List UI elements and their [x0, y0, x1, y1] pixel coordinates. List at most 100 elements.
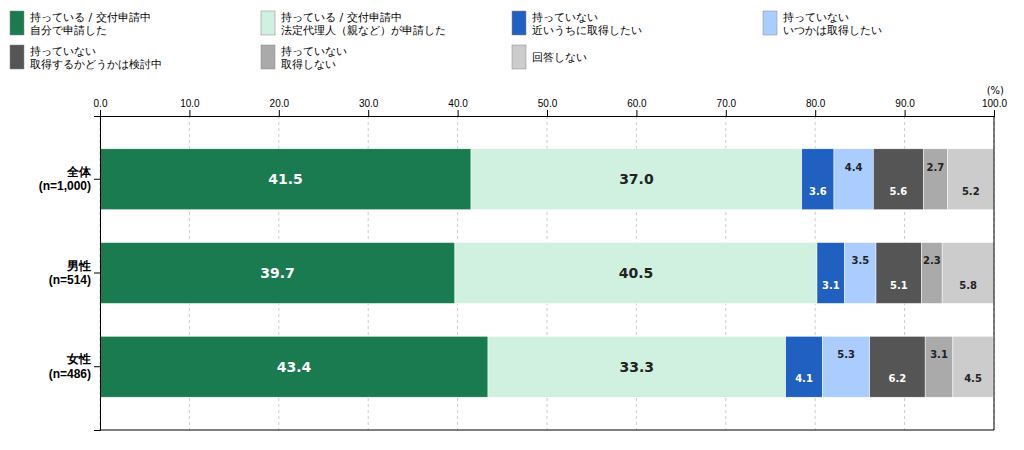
tick: 全体(n=1,000) — [39, 165, 100, 193]
bar — [923, 149, 947, 210]
data-label: 4.5 — [964, 373, 982, 384]
data-label: 4.1 — [795, 373, 813, 384]
data-label: 5.2 — [962, 186, 980, 197]
tick-label: 女性(n=486) — [49, 352, 91, 380]
data-label: 3.6 — [809, 186, 827, 197]
tick-mark — [368, 110, 369, 116]
data-label: 39.7 — [260, 265, 295, 281]
tick-label: 10.0 — [180, 98, 200, 109]
legend-item: 持っていない取得するかどうかは検討中 — [10, 45, 162, 71]
data-label: 3.1 — [930, 349, 948, 360]
legend-swatch — [763, 11, 777, 35]
tick: 90.0 — [895, 98, 915, 116]
tick-label: 全体(n=1,000) — [39, 165, 92, 193]
frame — [994, 116, 995, 430]
tick-mark — [815, 110, 816, 116]
legend-item: 持っている / 交付申請中法定代理人（親など）が申請した — [261, 11, 446, 37]
bar — [822, 336, 869, 397]
legend-swatch — [512, 11, 526, 35]
data-labels: 41.539.743.437.040.533.33.63.14.14.43.55… — [260, 162, 982, 385]
tick-label: 50.0 — [538, 98, 558, 109]
tick: 男性(n=514) — [49, 259, 100, 287]
bar — [834, 149, 873, 210]
tick-label: 90.0 — [895, 98, 915, 109]
data-label: 5.1 — [890, 280, 908, 291]
tick: 20.0 — [270, 98, 290, 116]
tick: 30.0 — [359, 98, 379, 116]
tick-label: 30.0 — [359, 98, 379, 109]
tick: 50.0 — [538, 98, 558, 116]
legend-item: 回答しない — [512, 45, 587, 69]
tick-mark — [189, 110, 190, 116]
tick-label: 40.0 — [448, 98, 468, 109]
tick: 0.0 — [94, 98, 108, 116]
data-label: 5.6 — [889, 186, 907, 197]
legend-label: 持っていない取得しない — [281, 45, 347, 71]
tick-mark — [100, 110, 101, 116]
bar — [870, 336, 925, 397]
tick-label: 20.0 — [270, 98, 290, 109]
series — [100, 149, 488, 397]
legend-swatch — [10, 11, 24, 35]
grid-line — [994, 116, 995, 430]
data-label: 3.5 — [851, 255, 869, 266]
chart: 41.539.743.437.040.533.33.63.14.14.43.55… — [0, 0, 1024, 450]
series — [455, 149, 817, 397]
tick-label: 80.0 — [806, 98, 826, 109]
bar — [953, 336, 993, 397]
bar — [876, 243, 922, 304]
legend-label: 回答しない — [532, 51, 587, 64]
tick-label: 100.0 — [982, 98, 1007, 109]
legend-label: 持っていないいつかは取得したい — [783, 11, 882, 37]
legend-swatch — [10, 45, 24, 69]
bar — [948, 149, 994, 210]
data-label: 6.2 — [889, 373, 907, 384]
plot: 41.539.743.437.040.533.33.63.14.14.43.55… — [39, 85, 1008, 431]
tick: 70.0 — [717, 98, 737, 116]
y-axis: 全体(n=1,000) 男性(n=514) 女性(n=486) — [39, 117, 101, 431]
axis-line — [94, 117, 101, 431]
legend-item: 持っていない取得しない — [261, 45, 347, 71]
data-label: 43.4 — [277, 359, 312, 375]
series — [870, 149, 925, 397]
data-label: 2.7 — [927, 162, 945, 173]
tick-label: 0.0 — [94, 98, 108, 109]
tick-label: 70.0 — [717, 98, 737, 109]
tick: 10.0 — [180, 98, 200, 116]
tick-label: 男性(n=514) — [49, 259, 91, 287]
tick: 100.0 — [982, 98, 1007, 116]
tick: 女性(n=486) — [49, 352, 100, 380]
data-label: 33.3 — [620, 359, 655, 375]
bars — [100, 149, 994, 397]
legend-swatch — [261, 45, 275, 69]
data-label: 3.1 — [822, 280, 840, 291]
bar — [786, 336, 823, 397]
bar — [471, 149, 802, 210]
legend: 持っている / 交付申請中自分で申請した 持っている / 交付申請中法定代理人（親… — [10, 11, 882, 71]
data-label: 2.3 — [923, 255, 941, 266]
tick-mark — [726, 110, 727, 116]
data-label: 5.8 — [959, 280, 977, 291]
bar — [100, 336, 488, 397]
grid — [100, 116, 994, 430]
tick-mark — [994, 110, 995, 116]
data-label: 37.0 — [619, 171, 654, 187]
tick-mark — [94, 273, 100, 274]
tick-mark — [458, 110, 459, 116]
legend-label: 持っている / 交付申請中法定代理人（親など）が申請した — [281, 11, 446, 37]
tick-label: 60.0 — [627, 98, 647, 109]
annotation: (%) — [987, 85, 1004, 96]
bar — [922, 243, 943, 304]
legend-label: 持っていない近いうちに取得したい — [532, 11, 642, 37]
legend-item: 持っている / 交付申請中自分で申請した — [10, 11, 151, 37]
tick: 40.0 — [448, 98, 468, 116]
tick-mark — [547, 110, 548, 116]
data-label: 41.5 — [268, 171, 303, 187]
data-label: 40.5 — [619, 265, 654, 281]
legend-item: 持っていない近いうちに取得したい — [512, 11, 642, 37]
bar — [925, 336, 953, 397]
tick-mark — [905, 110, 906, 116]
tick: 60.0 — [627, 98, 647, 116]
bar — [455, 243, 817, 304]
legend-label: 持っている / 交付申請中自分で申請した — [30, 11, 151, 37]
